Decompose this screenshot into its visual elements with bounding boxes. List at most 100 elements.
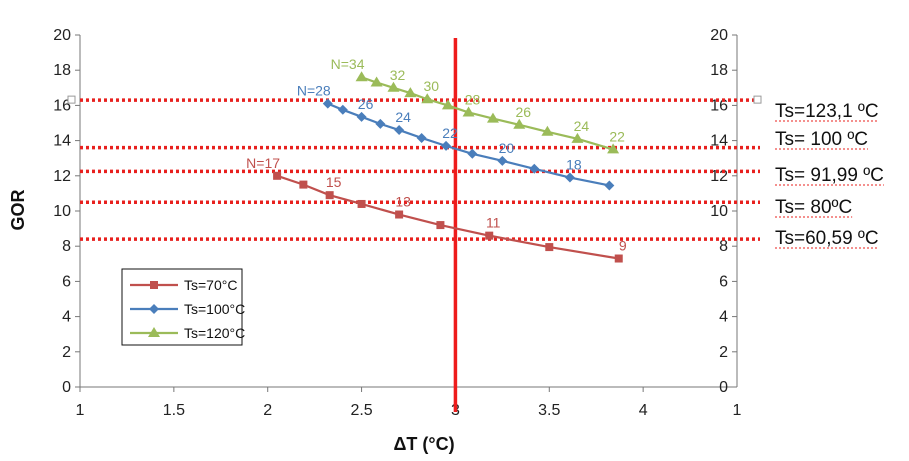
data-point-square [485, 231, 494, 240]
data-point-diamond [467, 148, 478, 159]
x-tick-label: 2 [263, 402, 272, 419]
y-axis-title: GOR [8, 189, 28, 230]
data-point-diamond [149, 304, 159, 314]
y-tick-label: 2 [62, 344, 71, 361]
data-point-triangle [513, 118, 526, 129]
y-tick-label: 12 [53, 168, 71, 185]
point-labels-layer: N=17 15 13 11 9 N=28 26 24 22 20 18 N=34 32 30 28 26 24 2… [246, 56, 627, 253]
point-label: 15 [326, 174, 342, 190]
data-point-triangle [607, 143, 620, 154]
data-point-triangle [404, 87, 417, 98]
line-handle [67, 95, 76, 104]
point-label: 24 [395, 109, 411, 125]
reference-lines: Ts=123,1 ºC Ts= 100 ºC Ts= 91,99 ºC Ts= 80º… [67, 95, 884, 249]
secondary-y-tick-label: 0 [719, 379, 728, 396]
line-handle [753, 95, 762, 104]
data-point-square [545, 243, 554, 252]
x-axis-title: ΔT (°C) [393, 434, 454, 454]
reference-line-label: Ts= 91,99 ºC [775, 165, 884, 186]
x-tick-label: 1.5 [163, 402, 185, 419]
data-point-triangle [541, 125, 554, 136]
y-tick-label: 18 [53, 62, 71, 79]
secondary-y-tick-label: 2 [719, 344, 728, 361]
data-point-square [325, 191, 334, 200]
point-label: N=34 [331, 56, 365, 72]
data-point-triangle [441, 99, 454, 110]
legend-label: Ts=100°C [184, 301, 245, 317]
x-tick-label: 3.5 [538, 402, 560, 419]
data-point-triangle [421, 93, 434, 104]
y-tick-label: 4 [62, 309, 71, 326]
reference-line-label: Ts= 80ºC [775, 197, 852, 218]
secondary-y-tick-label: 8 [719, 238, 728, 255]
data-point-diamond [564, 172, 575, 183]
point-label: 18 [566, 157, 582, 173]
data-point-triangle [571, 132, 584, 143]
data-point-diamond [604, 180, 615, 191]
data-point-triangle [148, 327, 160, 337]
data-point-square [150, 281, 158, 289]
secondary-y-tick-label: 10 [710, 203, 728, 220]
data-point-diamond [322, 98, 333, 109]
point-label: 32 [390, 67, 406, 83]
data-point-triangle [355, 71, 368, 82]
reference-line-label: Ts=123,1 ºC [775, 101, 879, 122]
x-tick-label: 2.5 [350, 402, 372, 419]
y-tick-label: 10 [53, 203, 71, 220]
data-point-square [614, 254, 623, 263]
series-0 [273, 171, 623, 263]
secondary-y-tick-label: 18 [710, 62, 728, 79]
data-point-triangle [370, 76, 383, 87]
y-tick-label: 20 [53, 27, 71, 44]
data-point-diamond [529, 163, 540, 174]
reference-line-label: Ts=60,59 ºC [775, 228, 879, 249]
series-1 [322, 98, 615, 191]
point-label: N=28 [297, 83, 331, 99]
data-point-square [436, 221, 445, 230]
data-point-diamond [441, 140, 452, 151]
data-point-diamond [356, 111, 367, 122]
data-point-square [357, 199, 366, 208]
y-tick-label: 0 [62, 379, 71, 396]
reference-line-label: Ts= 100 ºC [775, 129, 868, 150]
data-point-diamond [416, 132, 427, 143]
data-point-square [395, 210, 404, 219]
secondary-y-tick-label: 4 [719, 309, 728, 326]
x-tick-label: 4 [639, 402, 648, 419]
series-2 [355, 71, 620, 154]
point-label: 11 [486, 215, 501, 231]
y-tick-label: 14 [53, 133, 71, 150]
data-point-square [273, 171, 282, 180]
secondary-y-tick-label: 6 [719, 273, 728, 290]
point-label: 28 [465, 91, 481, 107]
series-layer [273, 71, 623, 263]
point-label: 26 [358, 96, 374, 112]
data-point-triangle [387, 81, 400, 92]
legend-label: Ts=120°C [184, 325, 245, 341]
data-point-square [299, 180, 308, 189]
legend: Ts=70°C Ts=100°C Ts=120°C [121, 268, 245, 346]
secondary-x-tick-label: 1 [733, 402, 742, 419]
point-label: N=17 [246, 155, 280, 171]
point-label: 24 [574, 118, 590, 134]
point-label: 9 [619, 238, 627, 254]
point-label: 26 [515, 104, 531, 120]
y-tick-label: 16 [53, 97, 71, 114]
secondary-y-tick-label: 20 [710, 27, 728, 44]
point-label: 22 [442, 125, 458, 141]
data-point-diamond [394, 125, 405, 136]
data-point-diamond [337, 104, 348, 115]
x-tick-label: 1 [76, 402, 85, 419]
data-point-triangle [486, 112, 499, 123]
point-label: 20 [499, 140, 515, 156]
point-label: 13 [395, 194, 411, 210]
point-label: 22 [609, 128, 625, 144]
data-point-triangle [462, 106, 475, 117]
data-point-diamond [375, 118, 386, 129]
legend-label: Ts=70°C [184, 277, 237, 293]
point-label: 30 [423, 78, 439, 94]
secondary-y-tick-label: 14 [710, 133, 728, 150]
y-tick-label: 6 [62, 273, 71, 290]
y-tick-label: 8 [62, 238, 71, 255]
